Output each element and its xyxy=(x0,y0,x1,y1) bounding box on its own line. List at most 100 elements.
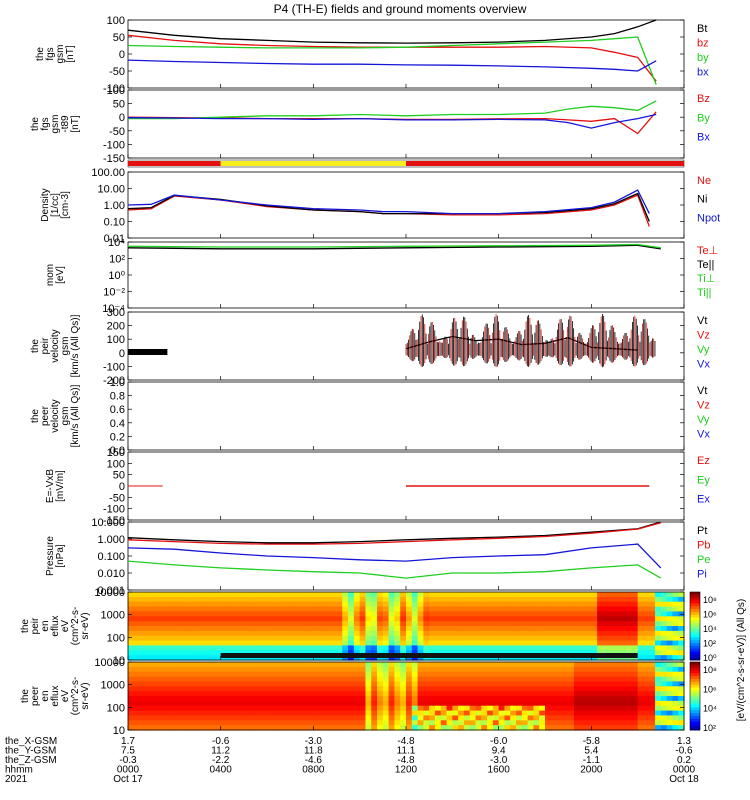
spectrogram-cell xyxy=(655,592,662,598)
spectrogram-cell xyxy=(145,686,152,692)
spectrogram-cell xyxy=(591,666,598,673)
x-row-value: -2.2 xyxy=(212,755,230,766)
spectrogram-cell xyxy=(406,671,413,678)
spectrogram-cell xyxy=(336,645,343,651)
spectrogram-cell xyxy=(191,650,199,656)
spectrogram-cell xyxy=(655,630,662,637)
spectrogram-cell xyxy=(452,681,459,687)
spectrogram-cell xyxy=(319,720,326,726)
spectrogram-cell xyxy=(463,645,471,651)
spectrogram-cell xyxy=(585,592,592,598)
spectrogram-cell xyxy=(261,611,268,617)
spectrogram-cell xyxy=(626,621,633,627)
spectrogram-cell xyxy=(365,596,372,603)
y-tick-label: 150 xyxy=(107,447,125,459)
spectrogram-cell xyxy=(220,710,228,717)
spectrogram-cell xyxy=(203,700,210,707)
spectrogram-cell xyxy=(348,596,355,603)
spectrogram-cell xyxy=(678,606,685,613)
spectrogram-cell xyxy=(643,725,650,731)
spectrogram-cell xyxy=(533,592,540,598)
spectrogram-cell xyxy=(232,691,239,697)
spectrogram-cell xyxy=(614,616,621,622)
spectrogram-cell xyxy=(469,705,477,712)
spectrogram-cell xyxy=(151,650,158,656)
spectrogram-cell xyxy=(185,621,193,627)
colorbar-cell xyxy=(690,600,700,604)
spectrogram-cell xyxy=(678,596,685,603)
spectrogram-cell xyxy=(510,671,517,678)
spectrogram-cell xyxy=(521,666,529,673)
spectrogram-cell xyxy=(481,705,488,712)
spectrogram-cell xyxy=(377,691,384,697)
spectrogram-cell xyxy=(267,686,274,692)
spectrogram-cell xyxy=(324,710,332,717)
spectrogram-cell xyxy=(156,645,164,651)
spectrogram-cell xyxy=(272,676,280,683)
spectrogram-cell xyxy=(180,700,187,707)
spectrogram-cell xyxy=(359,686,367,692)
spectrogram-cell xyxy=(388,666,396,673)
spectrogram-cell xyxy=(255,606,262,613)
spectrogram-cell xyxy=(301,630,309,637)
series-line-Bx xyxy=(127,113,657,129)
spectrogram-cell xyxy=(313,662,320,668)
spectrogram-cell xyxy=(672,700,679,707)
spectrogram-cell xyxy=(678,720,685,726)
spectrogram-cell xyxy=(162,681,170,687)
spectrogram-cell xyxy=(631,700,639,707)
spectrogram-cell xyxy=(151,596,158,603)
spectrogram-cell xyxy=(411,645,419,651)
spectrogram-cell xyxy=(226,676,233,683)
spectrogram-cell xyxy=(602,596,610,603)
spectrogram-cell xyxy=(220,640,228,647)
spectrogram-cell xyxy=(168,725,175,731)
spectrogram-cell xyxy=(168,616,175,622)
x-row-value: 2000 xyxy=(580,765,603,776)
spectrogram-cell xyxy=(151,671,158,678)
spectrogram-cell xyxy=(133,705,141,712)
spectrogram-cell xyxy=(162,715,170,721)
spectrogram-cell xyxy=(261,715,268,721)
spectrogram-cell xyxy=(614,676,621,683)
spectrogram-cell xyxy=(573,645,581,651)
spectrogram-cell xyxy=(145,592,152,598)
spectrogram-cell xyxy=(475,621,482,627)
spectrogram-cell xyxy=(678,621,685,627)
y-axis-label: gsm xyxy=(60,407,71,426)
spectrogram-cell xyxy=(180,691,187,697)
spectrogram-cell xyxy=(521,715,529,721)
spectrogram-cell xyxy=(220,601,228,608)
spectrogram-cell xyxy=(313,725,320,731)
y-tick-label: 10² xyxy=(109,254,125,266)
spectrogram-cell xyxy=(203,621,210,627)
spectrogram-cell xyxy=(608,601,616,608)
spectrogram-cell xyxy=(492,666,500,673)
spectrogram-cell xyxy=(608,662,616,668)
spectrogram-cell xyxy=(620,686,627,692)
spectrogram-cell xyxy=(666,681,674,687)
spectrogram-cell xyxy=(539,601,546,608)
spectrogram-cell xyxy=(162,592,170,598)
colorbar: 10⁸10⁶10⁴10²10⁰10⁸10⁶10⁴10²[eV/(cm^2-s-s… xyxy=(689,591,747,733)
x-row-value: 11.2 xyxy=(211,746,230,757)
spectrogram-cell xyxy=(342,710,349,717)
spectrogram-cell xyxy=(209,666,216,673)
spectrogram-cell xyxy=(139,662,146,668)
spectrogram-cell xyxy=(243,691,251,697)
spectrogram-cell xyxy=(672,606,679,613)
spectrogram-cell xyxy=(539,596,546,603)
spectrogram-cell xyxy=(655,705,662,712)
spectrogram-cell xyxy=(516,621,523,627)
spectrogram-cell xyxy=(417,666,424,673)
spectrogram-cell xyxy=(180,681,187,687)
series-line-Ni xyxy=(127,192,650,222)
spectrogram-cell xyxy=(510,725,517,731)
spectrogram-cell xyxy=(180,710,187,717)
spectrogram-cell xyxy=(377,725,384,731)
spectrogram-cell xyxy=(330,681,338,687)
spectrogram-cell xyxy=(579,691,587,697)
spectrogram-cell xyxy=(602,720,610,726)
spectrogram-cell xyxy=(458,720,465,726)
spectrogram-cell xyxy=(249,715,257,721)
